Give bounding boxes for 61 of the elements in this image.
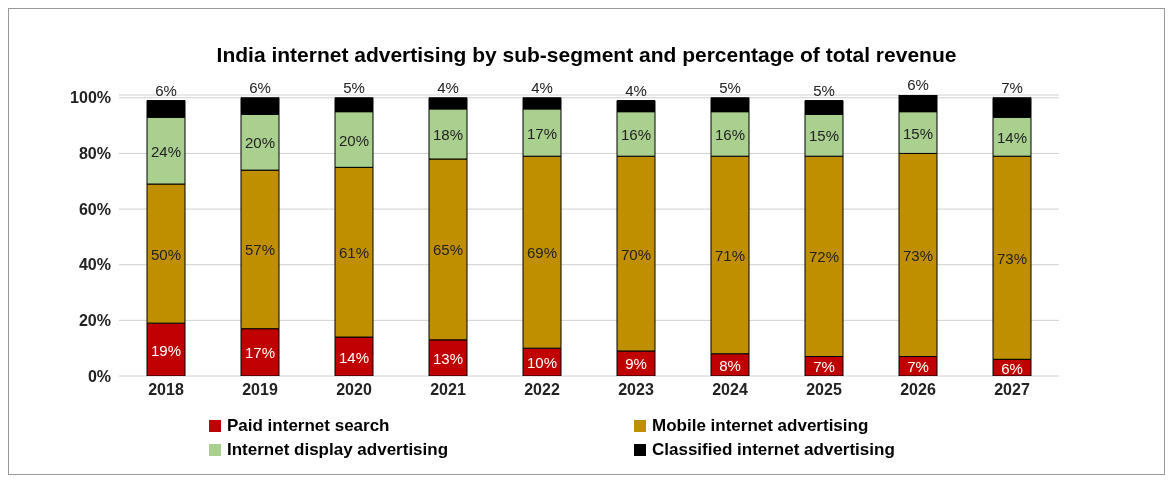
x-tick-label: 2020 — [336, 381, 372, 399]
data-label: 50% — [150, 245, 182, 263]
data-label: 69% — [526, 244, 558, 262]
data-label: 8% — [719, 356, 741, 374]
data-label: 71% — [714, 246, 746, 264]
data-label: 73% — [996, 249, 1028, 267]
legend-label: Internet display advertising — [227, 440, 449, 460]
data-label: 57% — [244, 241, 276, 259]
data-label: 6% — [907, 76, 929, 93]
legend-label: Classified internet advertising — [652, 440, 895, 460]
data-label: 19% — [150, 341, 182, 359]
data-label: 18% — [432, 125, 464, 143]
data-label: 15% — [902, 124, 934, 142]
data-label: 7% — [1001, 78, 1023, 96]
y-tick-label: 20% — [78, 312, 111, 330]
data-label: 10% — [526, 354, 558, 372]
data-label: 24% — [150, 142, 182, 160]
data-label: 4% — [531, 78, 553, 96]
data-label: 5% — [813, 81, 835, 99]
data-label: 14% — [338, 348, 370, 366]
data-label: 72% — [808, 248, 840, 266]
data-label: 7% — [907, 358, 929, 376]
y-tick-label: 100% — [70, 89, 111, 107]
legend-label: Paid internet search — [227, 416, 390, 436]
data-label: 73% — [902, 246, 934, 264]
data-label: 9% — [625, 355, 647, 373]
y-tick-label: 0% — [87, 367, 111, 385]
y-tick-label: 40% — [78, 256, 111, 274]
data-label: 6% — [1001, 359, 1023, 377]
data-label: 14% — [996, 128, 1028, 146]
x-tick-label: 2021 — [430, 381, 466, 399]
data-label: 13% — [432, 349, 464, 367]
data-label: 65% — [432, 241, 464, 259]
data-label: 5% — [719, 78, 741, 96]
x-tick-label: 2025 — [806, 381, 842, 399]
chart-title: India internet advertising by sub-segment and percentage of total revenue — [215, 42, 958, 68]
x-tick-label: 2027 — [994, 381, 1030, 399]
data-label: 6% — [155, 81, 177, 99]
data-label: 70% — [620, 245, 652, 263]
x-tick-label: 2026 — [900, 381, 936, 399]
data-label: 15% — [808, 127, 840, 145]
data-label: 20% — [244, 134, 276, 152]
x-tick-label: 2023 — [618, 381, 654, 399]
legend-label: Mobile internet advertising — [652, 416, 869, 436]
data-label: 4% — [437, 78, 459, 96]
y-tick-label: 80% — [78, 145, 111, 163]
data-label: 6% — [249, 78, 271, 96]
data-label: 7% — [813, 358, 835, 376]
x-tick-label: 2024 — [712, 381, 748, 399]
y-tick-label: 60% — [78, 200, 111, 218]
data-label: 17% — [526, 124, 558, 142]
x-tick-label: 2018 — [148, 381, 184, 399]
x-tick-label: 2019 — [242, 381, 278, 399]
data-label: 4% — [625, 81, 647, 99]
data-label: 16% — [620, 125, 652, 143]
x-tick-label: 2022 — [524, 381, 560, 399]
data-label: 61% — [338, 244, 370, 262]
data-label: 17% — [244, 344, 276, 362]
data-label: 20% — [338, 131, 370, 149]
data-label: 5% — [343, 78, 365, 96]
data-label: 16% — [714, 125, 746, 143]
